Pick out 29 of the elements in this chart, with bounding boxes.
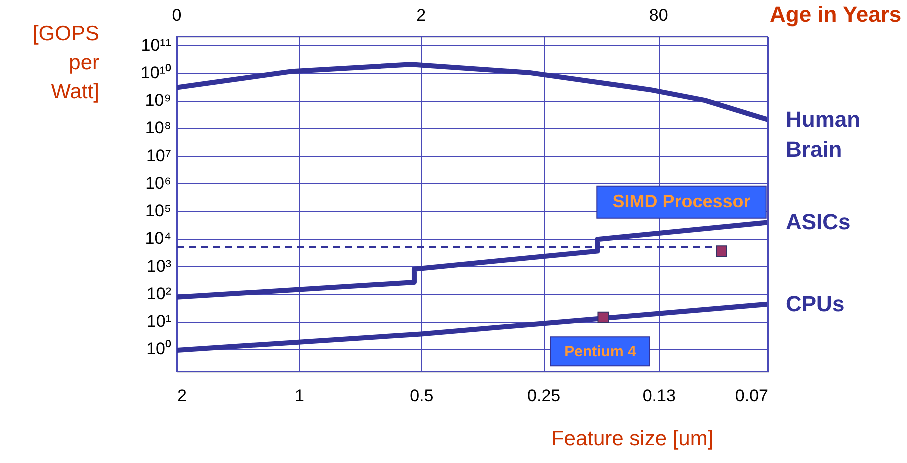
y-tick-label: 10⁰: [146, 340, 172, 359]
x-tick-label: 1: [294, 386, 304, 406]
series-label: CPUs: [786, 291, 845, 316]
x-tick-label: 2: [178, 386, 187, 406]
y-tick-label: 10⁴: [145, 229, 172, 248]
x-tick-label: 0.13: [642, 386, 676, 406]
y-tick-label: 10⁸: [145, 118, 172, 138]
x-tick-label: 0.5: [410, 386, 434, 406]
y-axis-title: [GOPS per Watt]: [32, 22, 100, 104]
x-axis-title: Feature size [um]: [551, 428, 714, 450]
y-tick-label: 10²: [146, 284, 172, 304]
y-tick-label: 10⁵: [146, 202, 172, 221]
y-tick-label: 10¹: [146, 312, 172, 332]
text: 80: [649, 6, 668, 25]
x-tick-label: 0.25: [528, 386, 561, 406]
y-tick-label: 10¹⁰: [140, 63, 172, 82]
x2-axis-title: Age in Years: [770, 2, 902, 27]
y-tick-label: 10¹¹: [141, 36, 172, 55]
series-label: ASICs: [786, 210, 851, 235]
text: 0: [172, 6, 182, 25]
x-tick-label: 0.07: [735, 386, 768, 406]
series-label: Human Brain: [786, 106, 861, 162]
y-tick-label: 10⁷: [146, 146, 172, 166]
y-tick-label: 10⁶: [146, 174, 172, 193]
text: 2: [416, 6, 426, 25]
annotation: SIMD Processor: [612, 191, 751, 212]
annotation: Pentium 4: [564, 344, 637, 361]
y-tick-label: 10⁹: [145, 91, 172, 110]
y-tick-label: 10³: [146, 256, 172, 276]
